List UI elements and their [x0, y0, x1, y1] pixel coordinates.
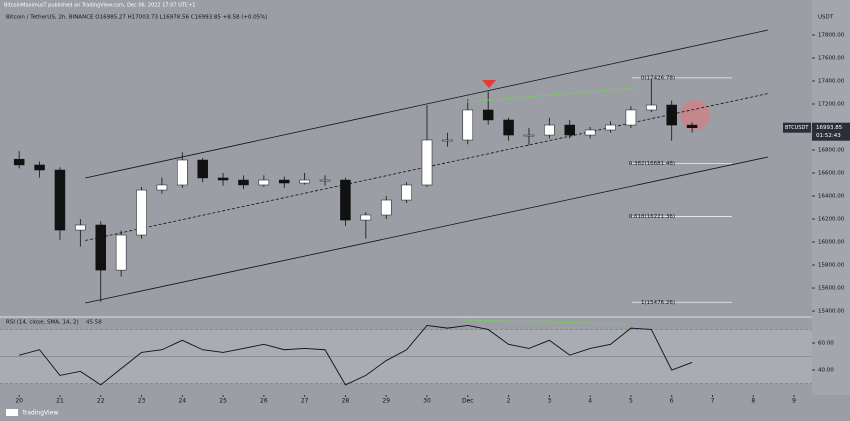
y-tick-label: 16600.00: [818, 171, 845, 177]
rsi-y-tick-label: 60.00: [818, 340, 834, 346]
candle-body: [686, 124, 698, 128]
candle-body: [380, 199, 392, 216]
x-tick-label: 5: [629, 398, 633, 405]
rsi-divergence-line: [462, 319, 631, 325]
rsi-y-tick-label: 40.00: [818, 368, 834, 374]
candle-body: [299, 179, 310, 184]
x-tick-label: 23: [138, 398, 146, 405]
x-tick-label: 28: [342, 398, 350, 405]
currency: USDT: [818, 15, 834, 21]
rsi-line: [19, 324, 693, 386]
candle-body: [197, 159, 208, 179]
fib-label: 1(15476.26): [641, 300, 675, 306]
channel-line: [85, 29, 769, 179]
symbol-tag-bg: [783, 122, 811, 133]
y-tick-label: 16400.00: [818, 194, 845, 200]
candle-body: [217, 177, 229, 181]
x-tick-label: 20: [15, 398, 23, 405]
fib-label: 0.618(16221.36): [629, 214, 675, 220]
candle-body: [75, 224, 86, 231]
candle-body: [319, 179, 331, 182]
x-tick-label: 7: [711, 398, 715, 405]
x-tick-label: 3: [547, 398, 551, 405]
candle-body: [646, 104, 657, 111]
fib-label: 0(17426.78): [641, 75, 675, 81]
channel-line: [85, 93, 769, 241]
x-tick-label: Dec: [462, 398, 474, 405]
divergence-line: [465, 87, 636, 103]
candle-body: [442, 139, 453, 142]
x-tick-label: 8: [751, 398, 755, 405]
candle-body: [421, 139, 433, 186]
y-tick-label: 16000.00: [818, 240, 845, 246]
candle-body: [503, 119, 514, 136]
price-tag-bg: [812, 122, 850, 141]
candle-body: [564, 124, 575, 136]
y-tick-label: 17200.00: [818, 101, 845, 107]
fib-label: 0.382(16681.48): [629, 161, 675, 167]
x-tick-label: 27: [301, 398, 309, 405]
y-tick-label: 17400.00: [818, 78, 845, 84]
candle-body: [666, 104, 677, 126]
candle-body: [13, 158, 25, 166]
symbol-tag: BTCUSDT: [785, 125, 809, 131]
x-tick-label: 22: [97, 398, 105, 405]
candle-body: [54, 169, 66, 231]
candle-body: [95, 224, 106, 271]
countdown: 01:52:43: [816, 133, 841, 139]
candle-body: [177, 159, 188, 186]
y-tick-label: 17600.00: [818, 55, 845, 61]
rsi-label: RSI (14, close, SMA, 14, 2): [6, 320, 79, 326]
x-tick-label: 26: [260, 398, 268, 405]
x-tick-label: 29: [382, 398, 390, 405]
x-tick-label: 2: [507, 398, 511, 405]
candle-body: [258, 179, 270, 186]
plot: 15400.00 15600.00 15800.00 16000.00 16200.00…: [0, 29, 850, 405]
candle-body: [401, 184, 412, 201]
y-tick-label: 16800.00: [818, 148, 845, 154]
candle-body: [115, 234, 127, 271]
candle-body: [156, 184, 168, 191]
x-tick-label: 21: [56, 398, 64, 405]
y-tick-label: 16200.00: [818, 217, 845, 223]
candle-body: [279, 179, 290, 184]
candle-body: [462, 109, 474, 141]
y-tick-label: 15600.00: [818, 286, 845, 292]
y-tick-label: 15400.00: [818, 309, 845, 315]
candle-body: [34, 164, 45, 171]
price-axis-bg: [812, 0, 850, 395]
logo-icon: [6, 409, 18, 416]
candle-body: [523, 134, 535, 137]
price-tag: 16993.85: [816, 125, 843, 131]
candle-body: [238, 179, 249, 186]
candle-body: [584, 129, 596, 136]
x-tick-label: 30: [423, 398, 431, 405]
x-tick-label: 24: [178, 398, 186, 405]
candle-body: [544, 124, 555, 136]
rsi-value: 45.58: [86, 320, 102, 326]
header: BitcoinMaximusT published on TradingView…: [4, 3, 195, 9]
y-tick-label: 15800.00: [818, 263, 845, 269]
logo: TradingView: [21, 410, 58, 417]
x-tick-label: 25: [219, 398, 227, 405]
candle-body: [605, 124, 616, 131]
candle-body: [625, 109, 637, 126]
x-tick-label: 4: [588, 398, 592, 405]
candle-body: [340, 179, 351, 221]
sell-marker: [482, 80, 496, 88]
candle-body: [136, 189, 147, 236]
x-tick-label: 9: [792, 398, 796, 405]
channel-line: [85, 156, 769, 304]
candle-body: [360, 214, 372, 221]
x-tick-label: 6: [670, 398, 674, 405]
legend: Bitcoin / TetherUS, 2h, BINANCE O16985.2…: [6, 15, 268, 21]
candle-body: [482, 109, 494, 121]
y-tick-label: 17800.00: [818, 32, 845, 38]
time-axis-bg: [0, 395, 850, 421]
